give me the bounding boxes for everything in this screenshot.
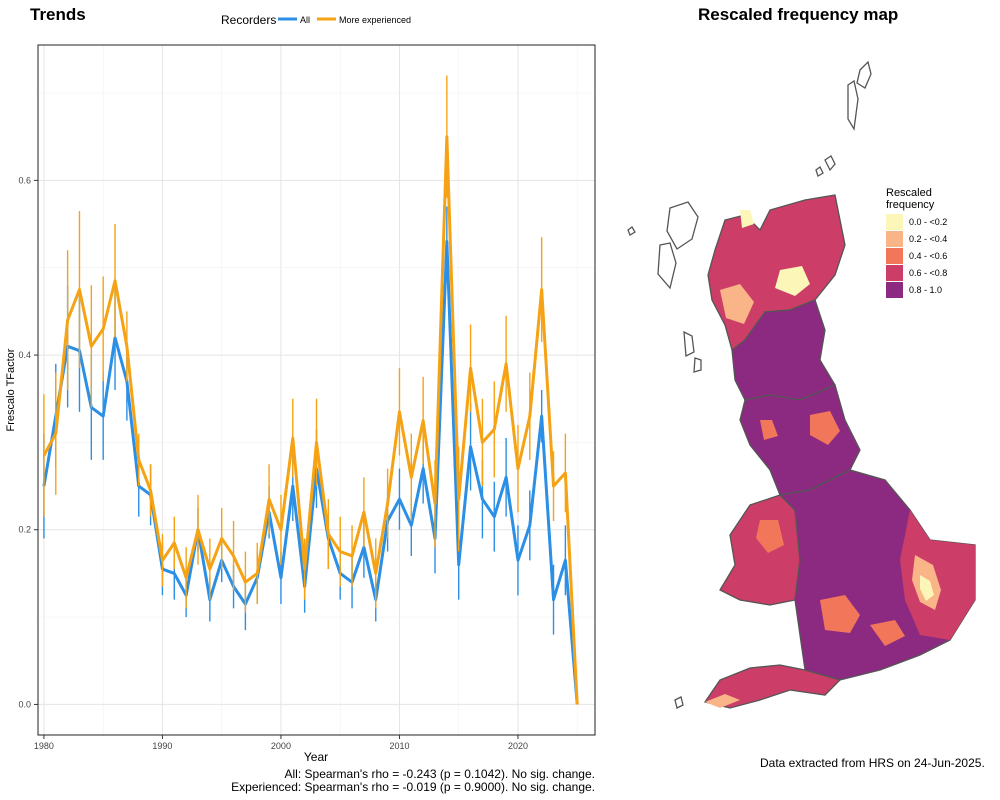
map-legend-label: 0.6 - <0.8	[909, 268, 948, 278]
chart-title: Trends	[30, 5, 86, 24]
legend-label-experienced: More experienced	[339, 15, 411, 25]
grid-lines	[38, 45, 595, 735]
map-legend-title-line1: Rescaled	[886, 187, 932, 199]
series-line	[42, 240, 579, 705]
map-legend-item: 0.8 - 1.0	[886, 282, 942, 298]
map-south-west-pale	[705, 694, 740, 708]
legend-title: Recorders	[221, 13, 276, 27]
map-legend-swatch	[886, 265, 903, 281]
map-legend-label: 0.4 - <0.6	[909, 251, 948, 261]
map-legend-label: 0.2 - <0.4	[909, 234, 948, 244]
x-tick-label: 2000	[271, 741, 291, 751]
map-wales	[719, 494, 801, 606]
map-legend-item: 0.6 - <0.8	[886, 265, 947, 281]
y-tick-label: 0.4	[18, 350, 31, 360]
map-legend-swatch	[886, 282, 903, 298]
map-wales-patches	[756, 520, 784, 553]
y-tick-label: 0.6	[18, 175, 31, 185]
rescaled-frequency-map	[627, 60, 976, 709]
series-legend: Recorders All More experienced	[221, 13, 411, 27]
map-islands	[627, 60, 872, 709]
map-legend-swatch	[886, 214, 903, 230]
x-tick-label: 1980	[34, 741, 54, 751]
map-north-england-patches	[760, 411, 840, 445]
y-axis-label: Frescalo TFactor	[5, 348, 17, 431]
axis-layer: 1980 1990 2000 2010 2020 0.0 0.2 0.4 0.6	[18, 175, 527, 751]
map-legend-swatch	[886, 231, 903, 247]
map-legend-label: 0.8 - 1.0	[909, 285, 943, 295]
map-legend-title: Rescaled frequency	[886, 187, 934, 211]
trend-chart: 1980 1990 2000 2010 2020 0.0 0.2 0.4 0.6 Year Fr…	[5, 13, 596, 764]
x-tick-label: 1990	[152, 741, 172, 751]
legend-label-all: All	[300, 15, 310, 25]
series-more-experienced	[42, 75, 579, 705]
stats-experienced: Experienced: Spearman's rho = -0.019 (p …	[231, 780, 595, 794]
series-layer	[42, 75, 579, 705]
map-scotland-pale-patch	[740, 210, 810, 296]
stats-all: All: Spearman's rho = -0.243 (p = 0.1042…	[284, 767, 595, 781]
map-title: Rescaled frequency map	[698, 5, 899, 24]
x-tick-label: 2020	[508, 741, 528, 751]
plot-panel-border	[37, 44, 596, 736]
y-tick-label: 0.0	[18, 699, 31, 709]
map-legend-item: 0.4 - <0.6	[886, 248, 947, 264]
map-legend-swatch	[886, 248, 903, 264]
map-east-anglia	[900, 510, 975, 640]
y-tick-label: 0.2	[18, 525, 31, 535]
map-south-west	[703, 664, 842, 709]
series-all	[42, 206, 579, 705]
x-axis-label: Year	[304, 750, 328, 764]
map-legend-item: 0.0 - <0.2	[886, 214, 947, 230]
x-tick-label: 2010	[389, 741, 409, 751]
map-south-patches	[820, 595, 905, 646]
map-legend-item: 0.2 - <0.4	[886, 231, 947, 247]
map-legend-label: 0.0 - <0.2	[909, 217, 948, 227]
map-scotland-light-patch	[720, 284, 754, 324]
map-legend-title-line2: frequency	[886, 199, 935, 211]
series-line	[42, 135, 579, 705]
data-source-note: Data extracted from HRS on 24-Jun-2025.	[760, 756, 985, 770]
map-east-pale-center	[920, 575, 934, 601]
